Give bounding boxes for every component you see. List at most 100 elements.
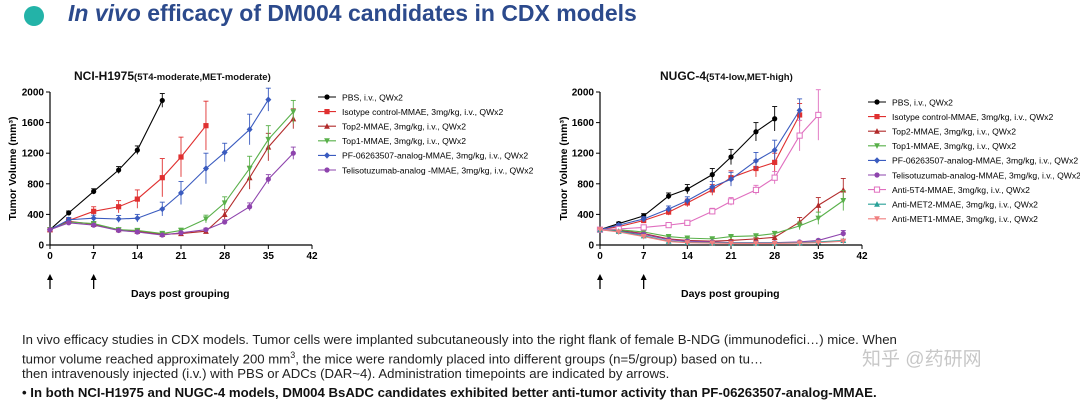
chart2-series-7-point	[709, 208, 716, 215]
chart2-series-2	[597, 103, 803, 233]
chart2-y-tick-label: 1200	[572, 149, 595, 160]
chart1-series-5-point	[221, 149, 228, 156]
chart2-series-9-point	[615, 229, 622, 236]
chart2-series-4-line	[600, 200, 844, 240]
page-title-rest: efficacy of DM004 candidates in CDX mode…	[140, 0, 637, 26]
chart1-y-tick-label: 1600	[22, 118, 45, 129]
chart2-dosing-arrow	[597, 274, 603, 289]
chart2-y-tick-label: 400	[577, 210, 594, 221]
chart2-dosing-arrow-head	[640, 274, 647, 280]
chart2-series-7-point	[796, 132, 803, 139]
chart1-series-2-point	[134, 196, 140, 202]
chart1-series-6-point	[222, 219, 228, 225]
chart1-series-5-point	[202, 165, 209, 172]
chart2-series-9-point	[796, 240, 803, 247]
chart2-legend-swatch-marker	[874, 128, 880, 134]
chart1-y-tick-label: 2000	[22, 88, 45, 99]
chart1-series-5-point	[159, 205, 166, 213]
chart2-x-label: Days post grouping	[681, 288, 780, 300]
chart2-legend: PBS, i.v., QWx2 Isotype control-MMAE, 3mg…	[868, 97, 1080, 224]
chart1-series-2-point	[178, 154, 184, 160]
chart1-series-5-point	[178, 189, 184, 197]
chart1-legend-entry: PF-06263507-analog-MMAE, 3mg/kg, i.v., Q…	[318, 151, 528, 161]
chart2-legend-swatch-marker	[874, 201, 880, 207]
chart2-series-1	[597, 106, 778, 233]
chart1-legend-entry: Telisotuzumab-analog -MMAE, 3mg/kg, i.v.…	[318, 165, 534, 175]
chart1-dosing-arrow	[47, 274, 53, 289]
chart2-series-1-point	[684, 186, 690, 192]
chart2-x-tick-label: 7	[641, 251, 647, 262]
chart2-legend-entry: PF-06263507-analog-MMAE, 3mg/kg, i.v., Q…	[868, 156, 1078, 166]
chart1-series-5	[47, 87, 272, 233]
chart2-series-7-point	[665, 222, 672, 229]
chart2-y-label: Tumor Volume (mm³)	[558, 116, 570, 220]
chart2-series-4-point	[753, 233, 759, 239]
chart1-series-6-point	[134, 229, 140, 235]
chart2-series-1-line	[599, 118, 775, 231]
chart1-x-tick-label: 21	[175, 251, 187, 262]
chart1-dosing-arrow-head	[47, 274, 53, 280]
chart2-series-6-line	[599, 229, 844, 244]
chart1-series-6-point	[116, 227, 122, 234]
chart1-legend-entry: Top2-MMAE, 3mg/kg, i.v., QWx2	[318, 122, 466, 132]
chart2-series-3-line	[599, 189, 844, 242]
chart2-series-7-point	[727, 198, 735, 205]
page-title-italic: In vivo	[68, 0, 141, 26]
chart1-y-label: Tumor Volume (mm³)	[7, 116, 19, 220]
chart2-series-4-point	[840, 198, 847, 204]
chart2-y-tick-label: 800	[577, 179, 594, 190]
chart1-series-6-point	[159, 232, 165, 238]
chart2-series-9	[597, 227, 847, 247]
chart1-legend-label: Telisotuzumab-analog -MMAE, 3mg/kg, i.v.…	[342, 165, 534, 175]
chart2-series-1-point	[709, 172, 715, 178]
chart1-y-tick-label: 1200	[22, 149, 45, 160]
chart1-series-4-point	[265, 136, 272, 143]
chart2-legend-entry: Anti-MET2-MMAE, 3mg/kg, i.v., QWx2	[868, 200, 1038, 210]
chart2-series-7-point	[684, 219, 691, 226]
chart1-title: NCI-H1975(5T4-moderate,MET-moderate)	[74, 69, 271, 83]
chart1-series-5-point	[115, 215, 122, 223]
chart2-legend-entry: Isotype control-MMAE, 3mg/kg, i.v., QWx2	[868, 112, 1053, 122]
chart2-y-tick-label: 1600	[572, 118, 595, 129]
chart2-series-2-line	[599, 114, 801, 231]
chart1-dosing-arrow-head	[90, 274, 97, 280]
chart2-series-9-point	[640, 233, 647, 240]
chart2-series-5-point	[771, 146, 778, 154]
chart2-series-9-point	[728, 240, 734, 247]
chart2-series-7	[596, 89, 822, 233]
chart2-series-9-point	[665, 238, 672, 245]
chart1-legend-swatch-marker	[324, 94, 330, 100]
chart1-x-tick-label: 42	[306, 251, 318, 262]
chart2-series-9-point	[709, 240, 716, 247]
page-title: In vivo efficacy of DM004 candidates in …	[68, 0, 637, 27]
chart2-legend-swatch-marker	[874, 99, 880, 105]
chart1-legend: PBS, i.v., QWx2 Isotype control-MMAE, 3mg…	[318, 92, 534, 175]
chart2-series-5-point	[728, 176, 734, 183]
chart1-series-5-point	[265, 96, 272, 103]
chart1-x-tick-label: 14	[132, 251, 144, 262]
chart2-series-9-point	[753, 240, 759, 247]
header-accent-dot	[24, 6, 44, 26]
chart1-series-4-point	[221, 200, 228, 207]
chart2-series-1-point	[666, 193, 672, 199]
chart1-legend-label: PBS, i.v., QWx2	[342, 92, 403, 102]
chart1-series-1-line	[49, 100, 163, 231]
chart1-legend-label: Top1-MMAE, 3mg/kg, i.v., QWx2	[342, 136, 466, 146]
chart1-title-main: NCI-H1975	[74, 69, 135, 83]
chart1-series-3	[47, 108, 297, 237]
chart1-title-sub: (5T4-moderate,MET-moderate)	[134, 72, 271, 83]
chart2-series-4-point	[728, 233, 734, 240]
chart2-series-4-point	[709, 236, 716, 242]
chart2-series-4-point	[665, 233, 672, 240]
chart1-legend-swatch-marker	[324, 152, 330, 159]
chart2-series-6-point	[840, 230, 846, 237]
chart2-series-1-point	[772, 116, 778, 122]
chart2-legend-entry: Top1-MMAE, 3mg/kg, i.v., QWx2	[868, 141, 1016, 151]
charts-canvas: 0 400 800 1200 1600 2000 0 7 14 21 28 35 42 Days post…	[7, 87, 1080, 301]
chart1-y-tick-label: 400	[27, 210, 44, 221]
chart2-series-4-point	[815, 215, 822, 222]
chart2-series-5-point	[752, 157, 759, 165]
chart2-legend-label: Telisotuzumab-analog-MMAE, 3mg/kg, i.v.,…	[892, 170, 1080, 180]
chart2-x-tick-label: 14	[682, 251, 694, 262]
chart2-series-4-point	[771, 230, 778, 237]
